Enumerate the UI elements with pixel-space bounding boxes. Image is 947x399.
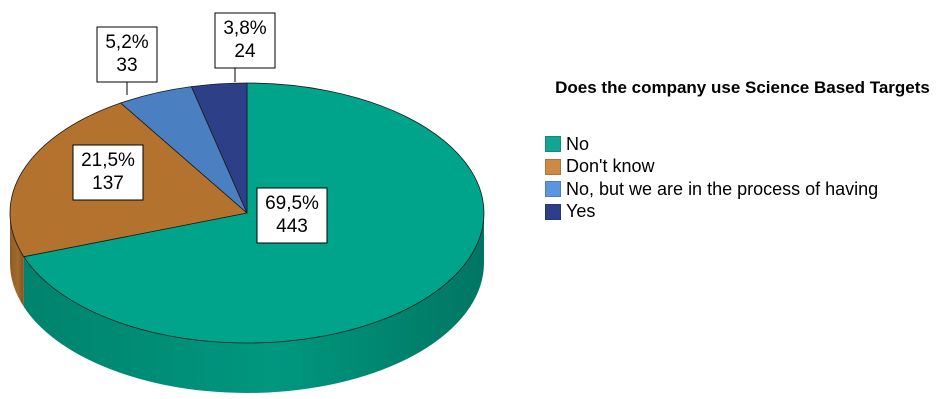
legend-item-yes: Yes [545,201,878,224]
data-label-percent-in-process: 5,2% [105,32,148,53]
legend-swatch-no [545,136,561,153]
data-label-count-dont-know: 137 [92,173,124,194]
pie-slice-yes [191,82,248,214]
data-label-percent-yes: 3,8% [223,18,266,39]
legend-label-in-process: No, but we are in the process of having [566,178,879,199]
legend-item-no: No [545,133,878,156]
data-label-count-yes: 24 [234,41,256,62]
legend-label-yes: Yes [566,201,596,222]
legend-swatch-yes [545,203,561,220]
legend-swatch-dont-know [545,158,561,175]
legend-title: Does the company use Science Based Targe… [555,78,930,97]
legend-swatch-in-process [545,181,561,198]
pie-slice-no [23,82,485,344]
legend: No Don't know No, but we are in the proc… [545,133,878,223]
data-label-percent-dont-know: 21,5% [81,150,135,171]
legend-item-dont-know: Don't know [545,156,878,179]
legend-item-in-process: No, but we are in the process of having [545,178,878,201]
data-label-box-no [256,187,328,244]
data-label-box-dont-know [72,144,144,201]
data-label-count-no: 443 [276,216,308,237]
data-label-count-in-process: 33 [116,55,137,76]
legend-label-no: No [566,133,590,154]
data-label-box-in-process [96,26,158,83]
legend-label-dont-know: Don't know [566,156,655,177]
data-label-box-yes [214,12,276,69]
pie-side-no [23,213,484,393]
data-label-percent-no: 69,5% [265,193,319,214]
